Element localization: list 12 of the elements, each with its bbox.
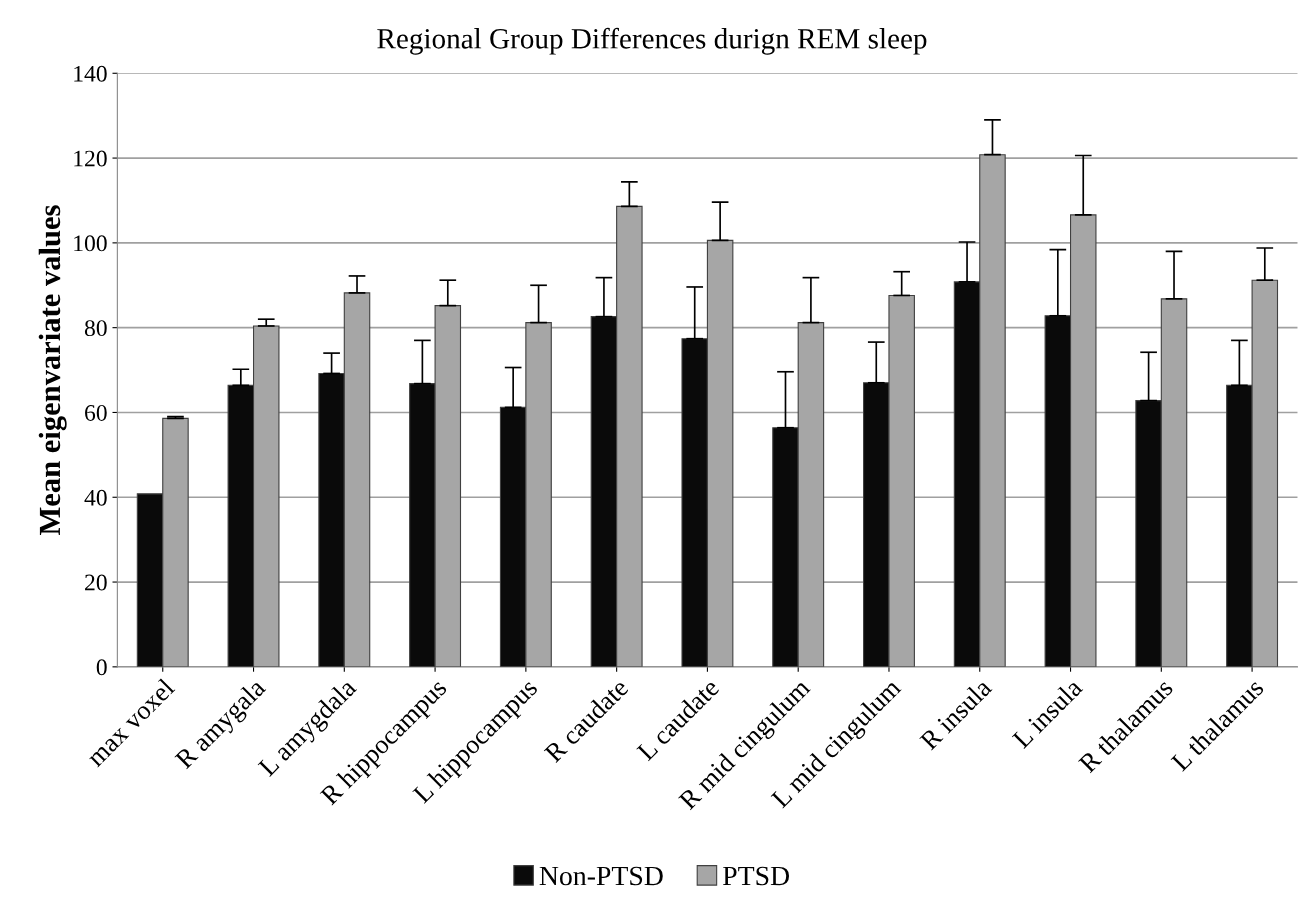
y-axis-title: Mean eigenvariate values [38, 205, 67, 536]
legend-label: Non-PTSD [539, 866, 663, 886]
y-tick-label: 120 [74, 150, 107, 167]
y-tick-label: 80 [84, 320, 107, 337]
y-tick-label: 40 [84, 489, 107, 506]
legend-label: PTSD [723, 866, 790, 886]
y-tick-label: 0 [96, 659, 107, 676]
chart-title: Regional Group Differences durign REM sleep [377, 27, 927, 55]
y-tick-label: 140 [74, 65, 107, 82]
y-tick-label: 100 [74, 235, 107, 252]
y-tick-label: 20 [85, 574, 107, 591]
y-tick-label: 60 [85, 404, 107, 421]
